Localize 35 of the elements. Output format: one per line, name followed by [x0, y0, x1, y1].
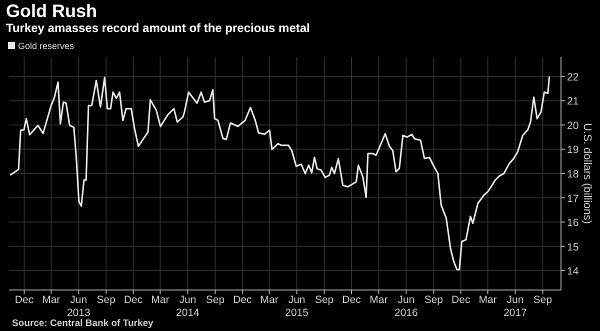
y-tick-label: 15 — [567, 241, 579, 254]
y-axis-title: U.S. dollars (billions) — [581, 123, 593, 224]
y-tick-label: 20 — [567, 120, 579, 132]
x-tick-label: Sep — [533, 294, 552, 306]
y-tick-label: 14 — [567, 266, 579, 278]
x-tick-label: Dec — [233, 294, 252, 306]
y-tick-label: 22 — [567, 71, 579, 84]
source-note: Source: Central Bank of Turkey — [12, 318, 154, 329]
x-tick-label: Dec — [452, 294, 470, 306]
y-tick-label: 21 — [567, 96, 579, 108]
x-tick-label: Dec — [124, 294, 143, 306]
y-tick-label: 16 — [567, 217, 579, 230]
x-tick-label: Jun 2013 — [66, 294, 90, 319]
x-tick-label: Mar — [370, 294, 388, 306]
x-tick-label: Mar — [478, 294, 498, 306]
y-tick-label: 18 — [567, 168, 579, 180]
x-tick-label: Mar — [151, 294, 170, 306]
chart-subtitle: Turkey amasses record amount of the precious metal — [6, 21, 310, 35]
y-tick-label: 19 — [567, 144, 579, 156]
x-tick-label: Jun 2017 — [504, 294, 528, 319]
x-tick-label: Dec — [14, 294, 34, 306]
x-tick-label: Mar — [260, 294, 279, 306]
line-series — [9, 76, 550, 270]
x-tick-label: Jun 2015 — [285, 294, 309, 319]
x-tick-label: Sep — [206, 294, 225, 306]
x-tick-label: Jun 2014 — [176, 294, 200, 319]
x-tick-label: Jun 2016 — [394, 294, 418, 319]
x-tick-label: Sep — [314, 294, 334, 306]
x-tick-label: Mar — [42, 294, 61, 306]
y-tick-label: 17 — [567, 192, 579, 205]
legend-label: Gold reserves — [18, 41, 75, 51]
x-tick-label: Sep — [424, 294, 444, 306]
x-tick-label: Dec — [342, 294, 361, 306]
chart-title: Gold Rush — [6, 1, 97, 21]
x-tick-label: Sep — [96, 294, 116, 306]
